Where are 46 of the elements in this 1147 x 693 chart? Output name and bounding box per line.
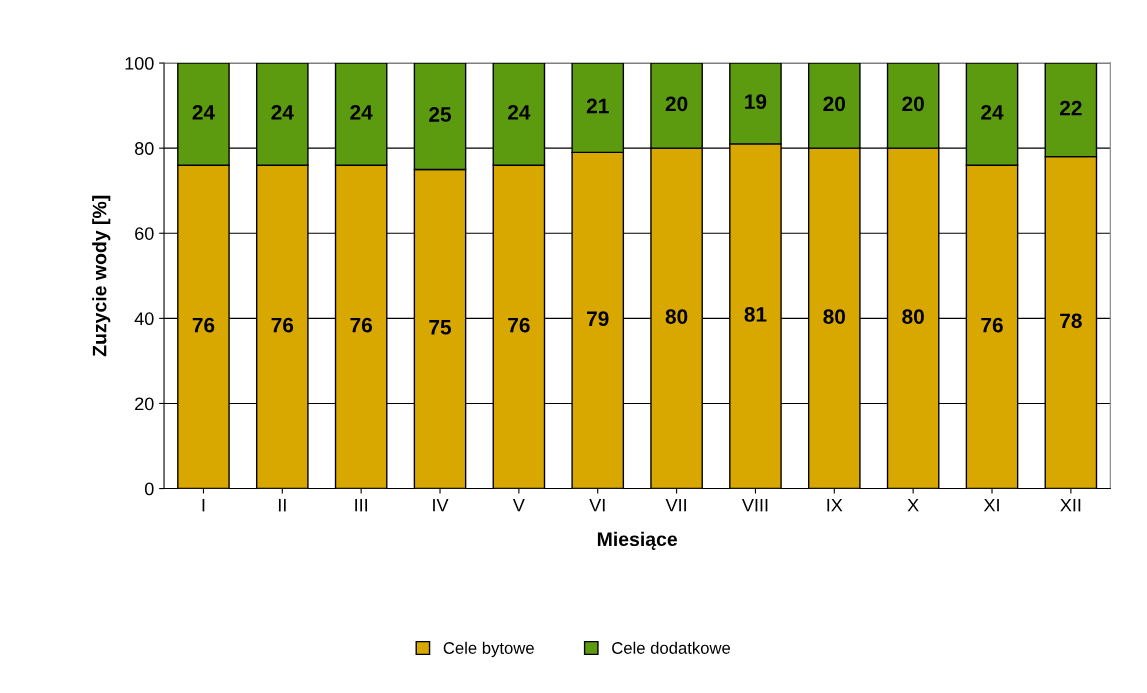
data-label: 80 <box>665 309 688 324</box>
data-label: 25 <box>429 107 452 122</box>
y-axis-title: Zuzycie wody [%] <box>92 195 111 357</box>
data-label: 24 <box>192 104 215 120</box>
data-label: 78 <box>1060 313 1082 329</box>
x-tick-label: VI <box>589 498 605 512</box>
x-axis-title: Miesiące <box>597 531 678 550</box>
x-tick-label: VII <box>665 498 686 512</box>
data-label: 76 <box>508 317 530 333</box>
x-tick-label: V <box>512 498 525 512</box>
data-label: 76 <box>192 317 215 333</box>
x-tick-label: II <box>278 498 286 512</box>
data-label: 19 <box>745 94 767 110</box>
y-tick-label: 80 <box>135 142 154 155</box>
x-tick-label: I <box>202 498 205 512</box>
data-label: 24 <box>271 104 294 120</box>
x-tick-label: XII <box>1060 498 1081 512</box>
y-tick-label: 40 <box>134 312 154 326</box>
data-label: 20 <box>665 96 688 112</box>
legend-label: Cele dodatkowe <box>612 641 731 654</box>
x-tick-label: XI <box>983 498 999 512</box>
y-tick-label: 100 <box>125 57 154 70</box>
y-tick-label: 0 <box>144 482 154 496</box>
y-tick-label: 60 <box>135 227 154 240</box>
data-label: 24 <box>350 104 373 120</box>
data-label: 76 <box>981 317 1003 333</box>
data-label: 76 <box>271 317 294 333</box>
data-label: 79 <box>587 311 609 327</box>
x-tick-label: III <box>355 498 368 512</box>
data-label: 80 <box>823 309 846 324</box>
data-label: 24 <box>508 104 531 120</box>
y-tick-label: 20 <box>135 397 154 411</box>
data-label: 75 <box>429 320 452 335</box>
data-label: 81 <box>744 307 767 322</box>
data-label: 24 <box>981 104 1004 120</box>
data-label: 20 <box>823 96 846 112</box>
data-label: 22 <box>1060 100 1082 116</box>
x-tick-label: IX <box>827 498 843 512</box>
x-tick-label: X <box>907 498 919 512</box>
data-label: 76 <box>350 317 372 333</box>
x-tick-label: IV <box>433 498 449 512</box>
x-tick-label: VIII <box>741 498 768 512</box>
data-label: 80 <box>902 309 924 324</box>
data-label: 21 <box>586 98 609 114</box>
data-label: 20 <box>902 96 924 112</box>
legend-label: Cele bytowe <box>443 641 534 658</box>
